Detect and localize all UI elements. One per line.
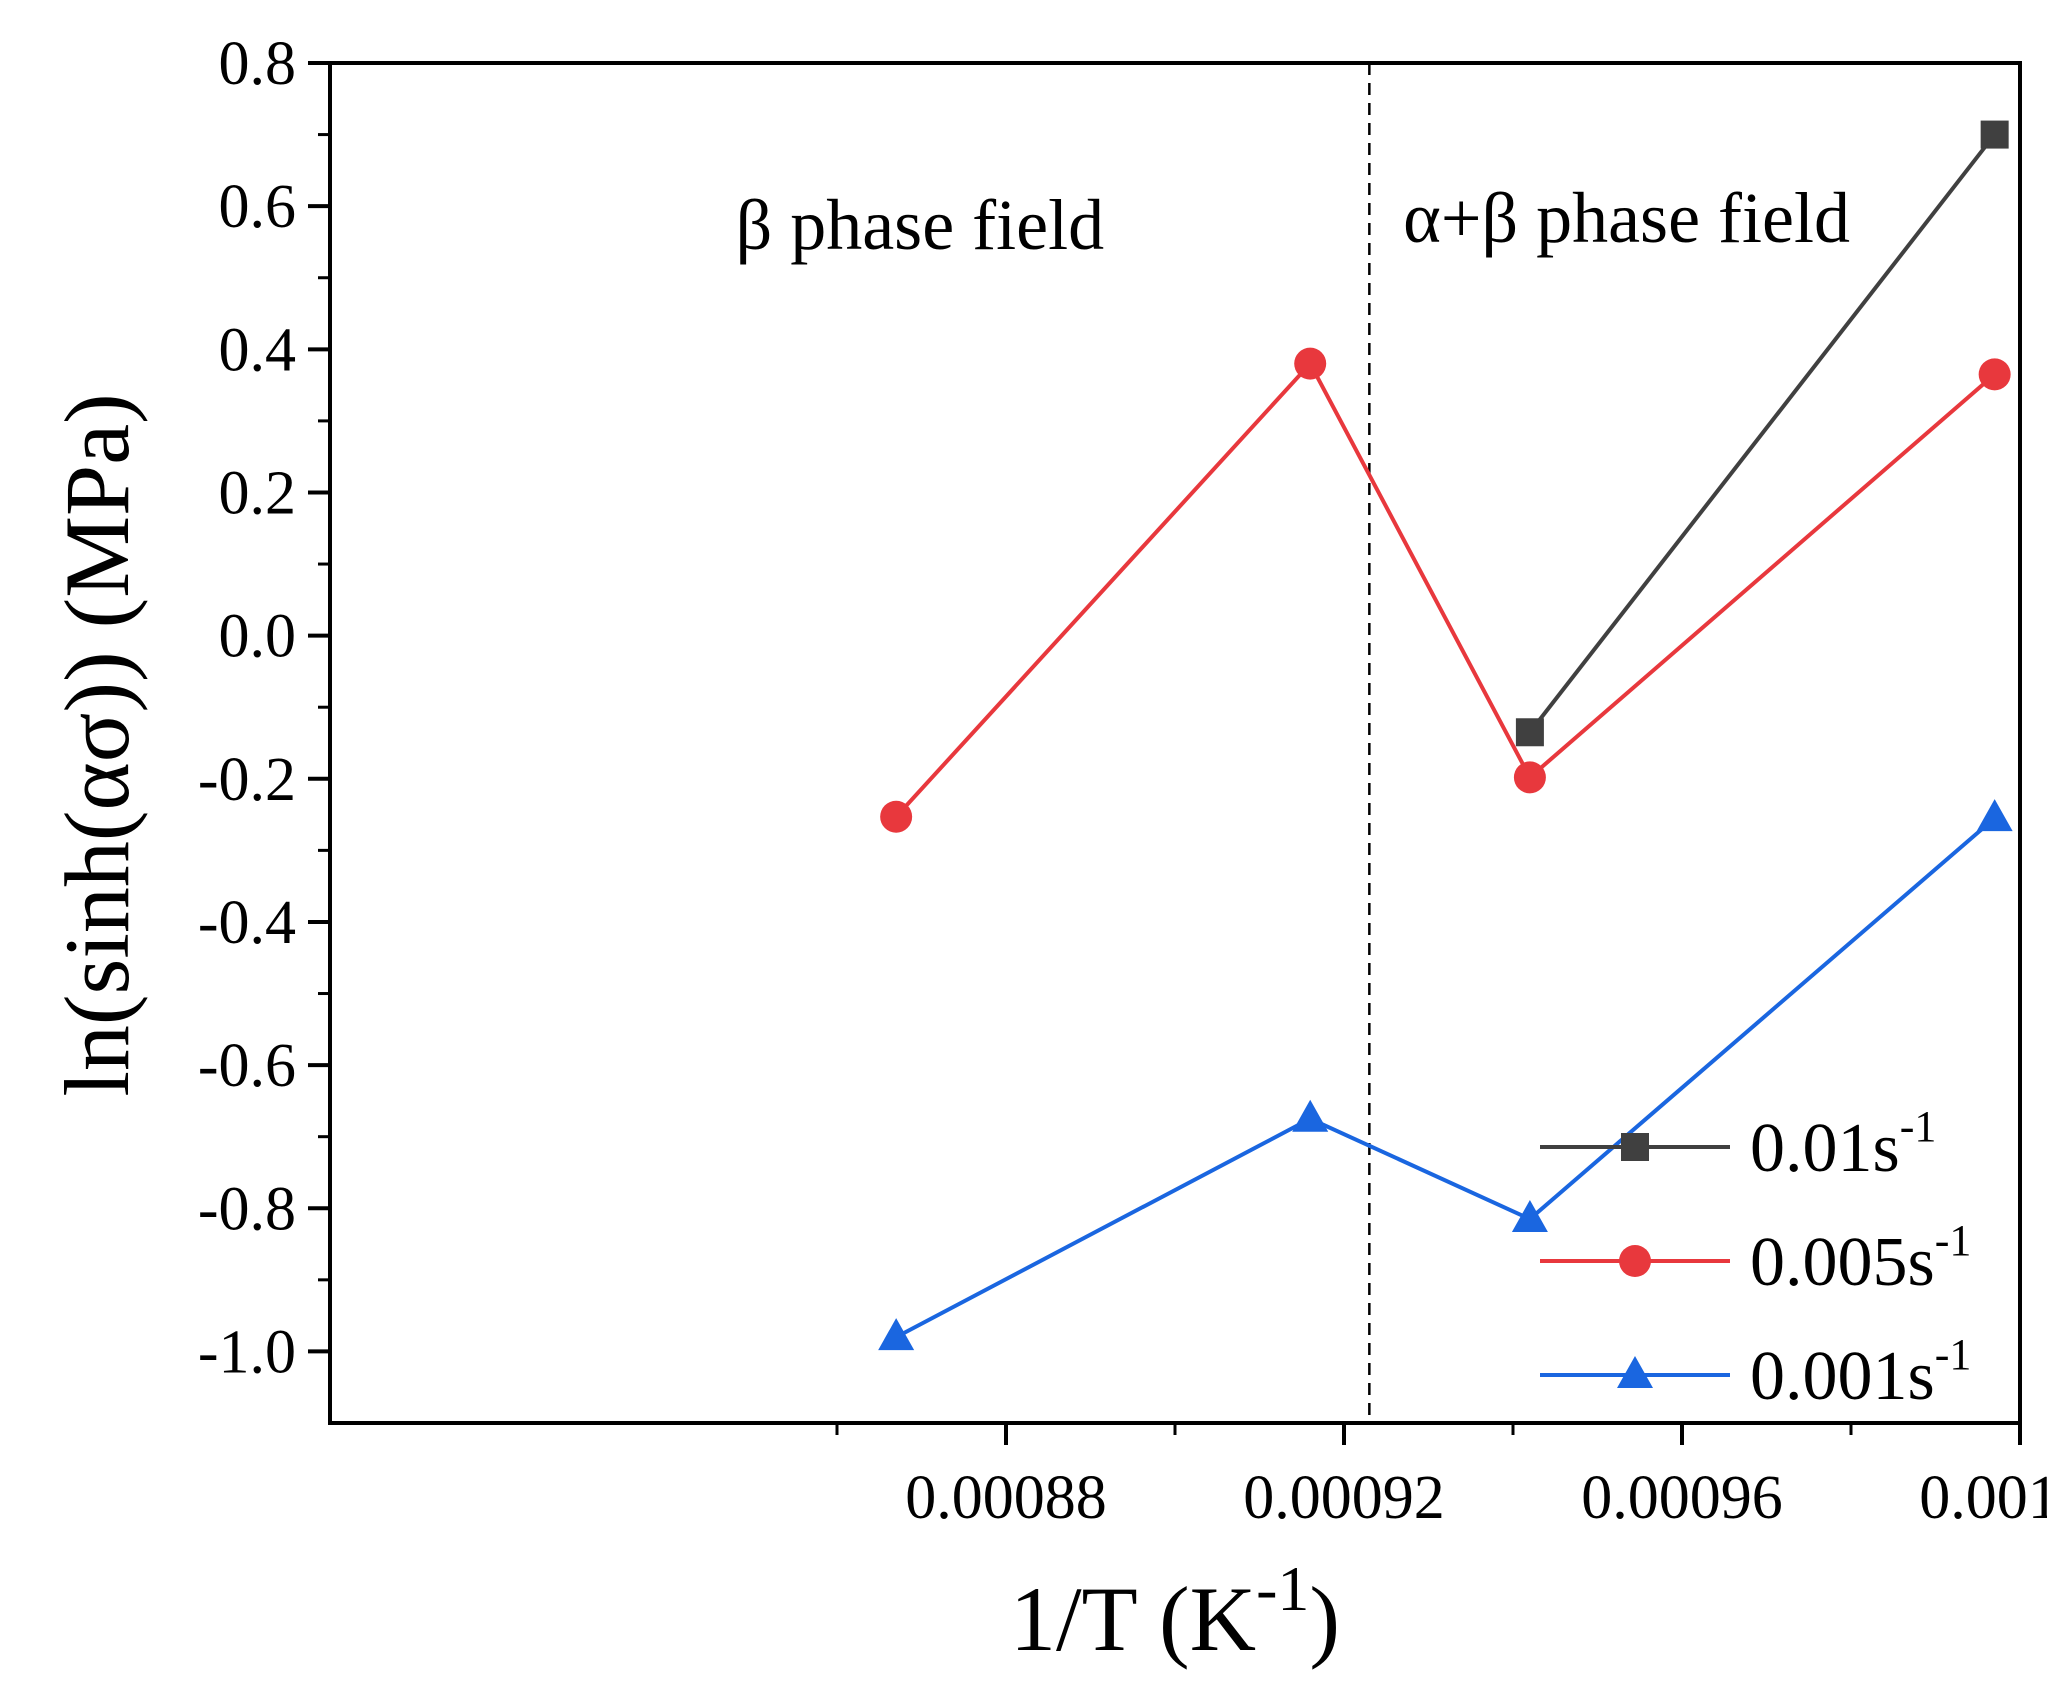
x-axis-title-main: 1/T (K: [1010, 1568, 1256, 1670]
ticks-layer: 0.8 0.6 0.4 0.2 0.0 -0.2 -0.4 -0.6 -0.8 -1.0 0.000…: [198, 30, 2047, 1532]
y-tick-label: -0.4: [198, 889, 296, 957]
legend-entry: 0.01s-1: [1540, 1102, 1936, 1187]
y-tick-label: 0.2: [219, 459, 297, 527]
data-point: [1976, 799, 2013, 832]
series-layer: [878, 120, 2013, 1351]
y-tick-label: -1.0: [198, 1318, 296, 1386]
legend-label: 0.005s-1: [1750, 1216, 1971, 1301]
data-point: [1980, 120, 2009, 149]
y-tick-label: 0.8: [219, 30, 297, 98]
y-tick-label: 0.4: [219, 316, 297, 384]
legend-label: 0.001s-1: [1750, 1330, 1971, 1415]
data-point: [880, 800, 913, 833]
series-line: [1528, 133, 1997, 734]
y-tick-label: 0.6: [219, 173, 297, 241]
x-tick-label: 0.00100: [1919, 1464, 2047, 1532]
x-tick-label: 0.00088: [905, 1464, 1107, 1532]
x-axis-title-superscript: -1: [1256, 1553, 1309, 1624]
x-tick-label: 0.00092: [1243, 1464, 1445, 1532]
phase-annotation: α+β phase field: [1403, 178, 1850, 258]
y-tick-label: -0.2: [198, 746, 296, 814]
legend-label: 0.01s-1: [1750, 1102, 1936, 1187]
data-point: [1513, 761, 1546, 794]
data-point: [1511, 1200, 1548, 1232]
legend-marker: [1621, 1133, 1649, 1161]
x-axis-title-close: ): [1309, 1568, 1340, 1670]
legend-marker: [1617, 1356, 1653, 1388]
legend: 0.01s-1 0.005s-1 0.001s-1: [1540, 1102, 1971, 1415]
y-tick-label: -0.6: [198, 1032, 296, 1100]
x-tick-label: 0.00096: [1581, 1464, 1783, 1532]
plot-frame: [328, 61, 2022, 1425]
series-line: [895, 816, 1996, 1339]
y-axis-title: ln(sinh(ασ)) (MPa): [46, 393, 148, 1096]
legend-entry: 0.005s-1: [1540, 1216, 1971, 1301]
legend-entry: 0.001s-1: [1540, 1330, 1971, 1415]
data-point: [1978, 358, 2011, 391]
x-axis-title: 1/T (K-1): [1010, 1553, 1340, 1670]
y-tick-label: 0.0: [219, 603, 297, 671]
data-point: [1292, 1099, 1329, 1132]
series-2: [878, 799, 2013, 1351]
data-point: [1515, 718, 1544, 747]
data-point: [878, 1318, 915, 1351]
annotation-layer: β phase field α+β phase field: [736, 178, 1850, 265]
legend-marker: [1619, 1245, 1651, 1277]
series-1: [880, 347, 2011, 833]
phase-annotation: β phase field: [736, 185, 1105, 265]
y-tick-label: -0.8: [198, 1175, 296, 1243]
series-0: [1515, 120, 2009, 747]
data-point: [1294, 347, 1327, 380]
series-line: [894, 360, 1996, 819]
